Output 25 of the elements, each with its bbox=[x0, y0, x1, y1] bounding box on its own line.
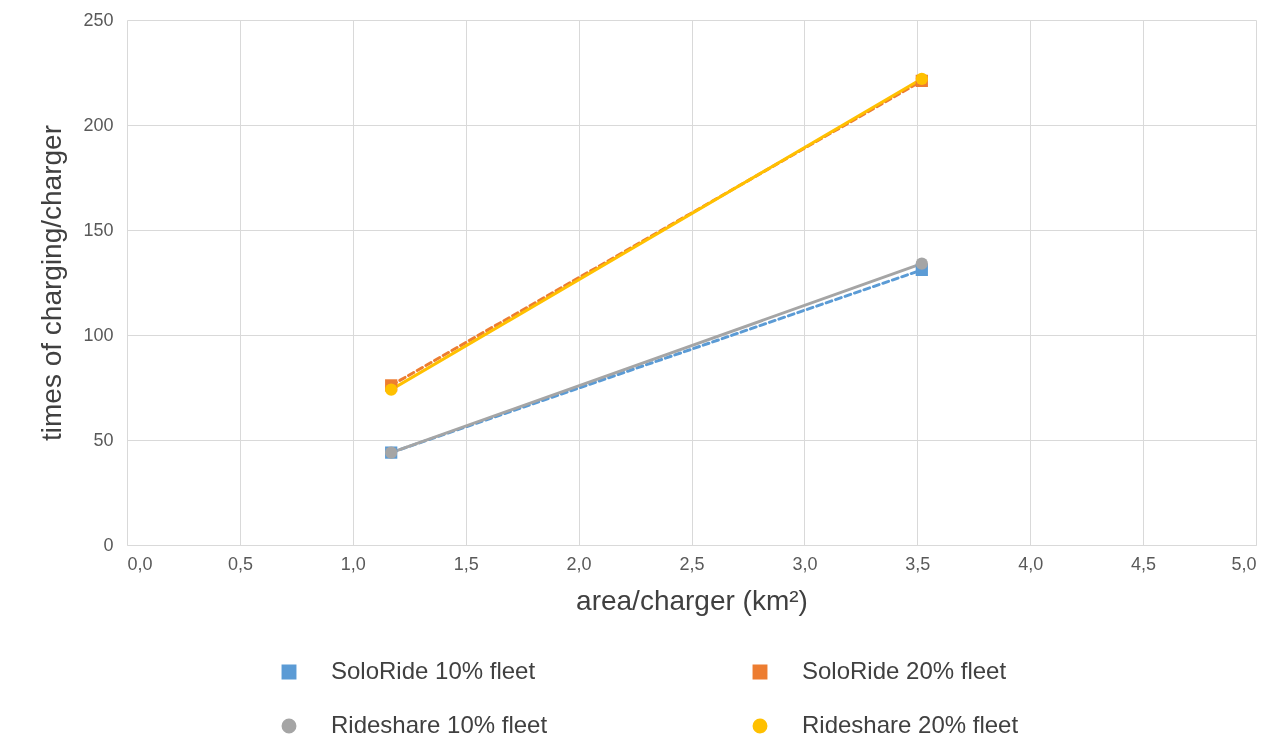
y-tick-label: 150 bbox=[83, 219, 114, 240]
y-tick-label: 100 bbox=[83, 324, 114, 345]
y-tick-label: 250 bbox=[83, 9, 114, 30]
x-tick-label: 2,5 bbox=[679, 553, 705, 574]
point bbox=[915, 257, 928, 270]
x-tick-label: 3,0 bbox=[792, 553, 818, 574]
y-tick-label: 0 bbox=[103, 534, 114, 555]
y-tick-label: 200 bbox=[83, 114, 114, 135]
legend-label: SoloRide 10% fleet bbox=[331, 657, 536, 684]
point bbox=[385, 383, 398, 396]
x-tick-label: 4,0 bbox=[1018, 553, 1044, 574]
x-tick-label: 1,5 bbox=[453, 553, 479, 574]
legend-label: Rideshare 20% fleet bbox=[802, 711, 1019, 738]
y-axis-title: times of charging/charger bbox=[36, 125, 68, 441]
x-axis-title: area/charger (km²) bbox=[576, 584, 808, 616]
x-tick-label: 4,5 bbox=[1131, 553, 1157, 574]
y-tick-label: 50 bbox=[93, 429, 114, 450]
x-tick-label: 1,0 bbox=[340, 553, 366, 574]
x-tick-label: 0,5 bbox=[227, 553, 253, 574]
x-tick-label: 0,0 bbox=[127, 553, 153, 574]
x-tick-label: 3,5 bbox=[905, 553, 931, 574]
x-tick-label: 2,0 bbox=[566, 553, 592, 574]
legend-label: SoloRide 20% fleet bbox=[802, 657, 1007, 684]
x-tick-label: 5,0 bbox=[1231, 553, 1257, 574]
legend-label: Rideshare 10% fleet bbox=[331, 711, 548, 738]
